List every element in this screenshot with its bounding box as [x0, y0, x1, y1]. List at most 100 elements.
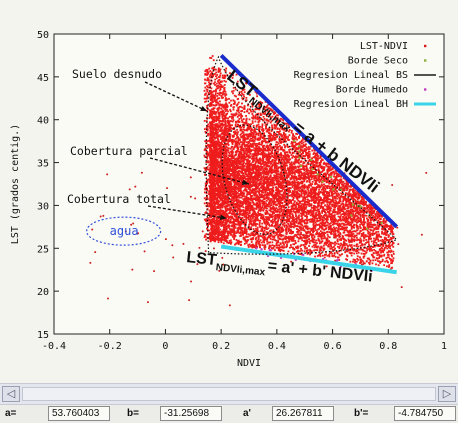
data-point [302, 143, 305, 146]
data-point [225, 237, 227, 240]
data-point [239, 128, 242, 130]
data-point [365, 251, 368, 254]
data-point [339, 217, 342, 220]
data-point [270, 199, 272, 202]
data-point [262, 147, 265, 150]
data-point [367, 248, 370, 251]
data-point [378, 233, 380, 236]
data-point [330, 229, 333, 231]
data-point [228, 168, 231, 171]
data-point [367, 241, 370, 244]
data-point [317, 164, 320, 167]
data-point [322, 199, 325, 202]
data-point [265, 220, 268, 223]
data-point [326, 215, 328, 218]
data-point [233, 222, 236, 225]
data-point [251, 139, 254, 142]
data-point [326, 254, 329, 257]
data-point [279, 145, 281, 147]
data-point [241, 184, 244, 186]
data-point [211, 220, 214, 223]
data-point [254, 214, 257, 216]
data-point [384, 246, 387, 249]
data-point [282, 215, 285, 218]
data-point [220, 143, 223, 145]
data-point [255, 132, 258, 135]
data-point [345, 218, 347, 221]
data-point [352, 205, 355, 208]
data-point [215, 235, 218, 238]
data-point [367, 208, 370, 211]
data-point [261, 206, 264, 209]
data-point [274, 134, 277, 137]
data-point [288, 180, 291, 183]
data-point [223, 111, 226, 114]
data-point [259, 172, 262, 175]
data-point [316, 217, 319, 220]
data-point [376, 224, 379, 227]
data-point [320, 188, 323, 191]
data-point [213, 123, 216, 126]
data-point [244, 144, 247, 147]
data-point [228, 115, 231, 118]
data-point [337, 208, 340, 211]
data-point [249, 124, 251, 126]
data-point [300, 233, 302, 236]
data-point [227, 119, 229, 122]
data-point [226, 127, 229, 130]
data-point [335, 242, 338, 245]
data-point [337, 192, 340, 195]
data-point [292, 243, 295, 246]
data-point [244, 133, 247, 136]
data-point [374, 232, 377, 235]
data-point [356, 229, 359, 232]
data-point [316, 224, 319, 226]
data-point [333, 182, 336, 184]
data-point [322, 162, 325, 165]
data-point [213, 162, 216, 165]
data-point [260, 140, 263, 143]
data-point [347, 220, 350, 223]
data-point [243, 215, 246, 218]
data-point [238, 232, 241, 235]
data-point [308, 230, 310, 233]
data-point [266, 238, 269, 241]
data-point [380, 214, 383, 217]
data-point [284, 145, 286, 147]
data-point [284, 180, 287, 183]
data-point [317, 165, 320, 168]
data-point [315, 229, 317, 232]
data-point [239, 141, 242, 143]
data-point [366, 210, 369, 213]
data-point [328, 203, 331, 206]
data-point [231, 159, 233, 162]
data-point [276, 246, 279, 249]
data-point [285, 135, 287, 138]
data-point [250, 164, 252, 167]
data-point [263, 232, 266, 235]
data-point [345, 227, 348, 230]
data-point [235, 242, 237, 245]
data-point [392, 236, 395, 239]
data-point [309, 166, 312, 168]
data-point [311, 215, 314, 218]
data-point [355, 250, 357, 253]
data-point [298, 194, 301, 197]
data-point [257, 182, 260, 185]
data-point [254, 144, 257, 146]
data-point [349, 221, 352, 224]
data-point [330, 169, 332, 171]
data-point [290, 181, 293, 184]
data-point [285, 122, 288, 125]
data-point [339, 200, 342, 203]
data-point [239, 138, 241, 141]
data-point [328, 195, 331, 197]
data-point [296, 143, 299, 146]
data-point [274, 221, 277, 223]
data-point [229, 218, 232, 221]
data-point [347, 217, 350, 220]
data-point [265, 173, 267, 176]
data-point [335, 194, 338, 197]
data-point [251, 206, 254, 209]
data-point [241, 102, 243, 105]
